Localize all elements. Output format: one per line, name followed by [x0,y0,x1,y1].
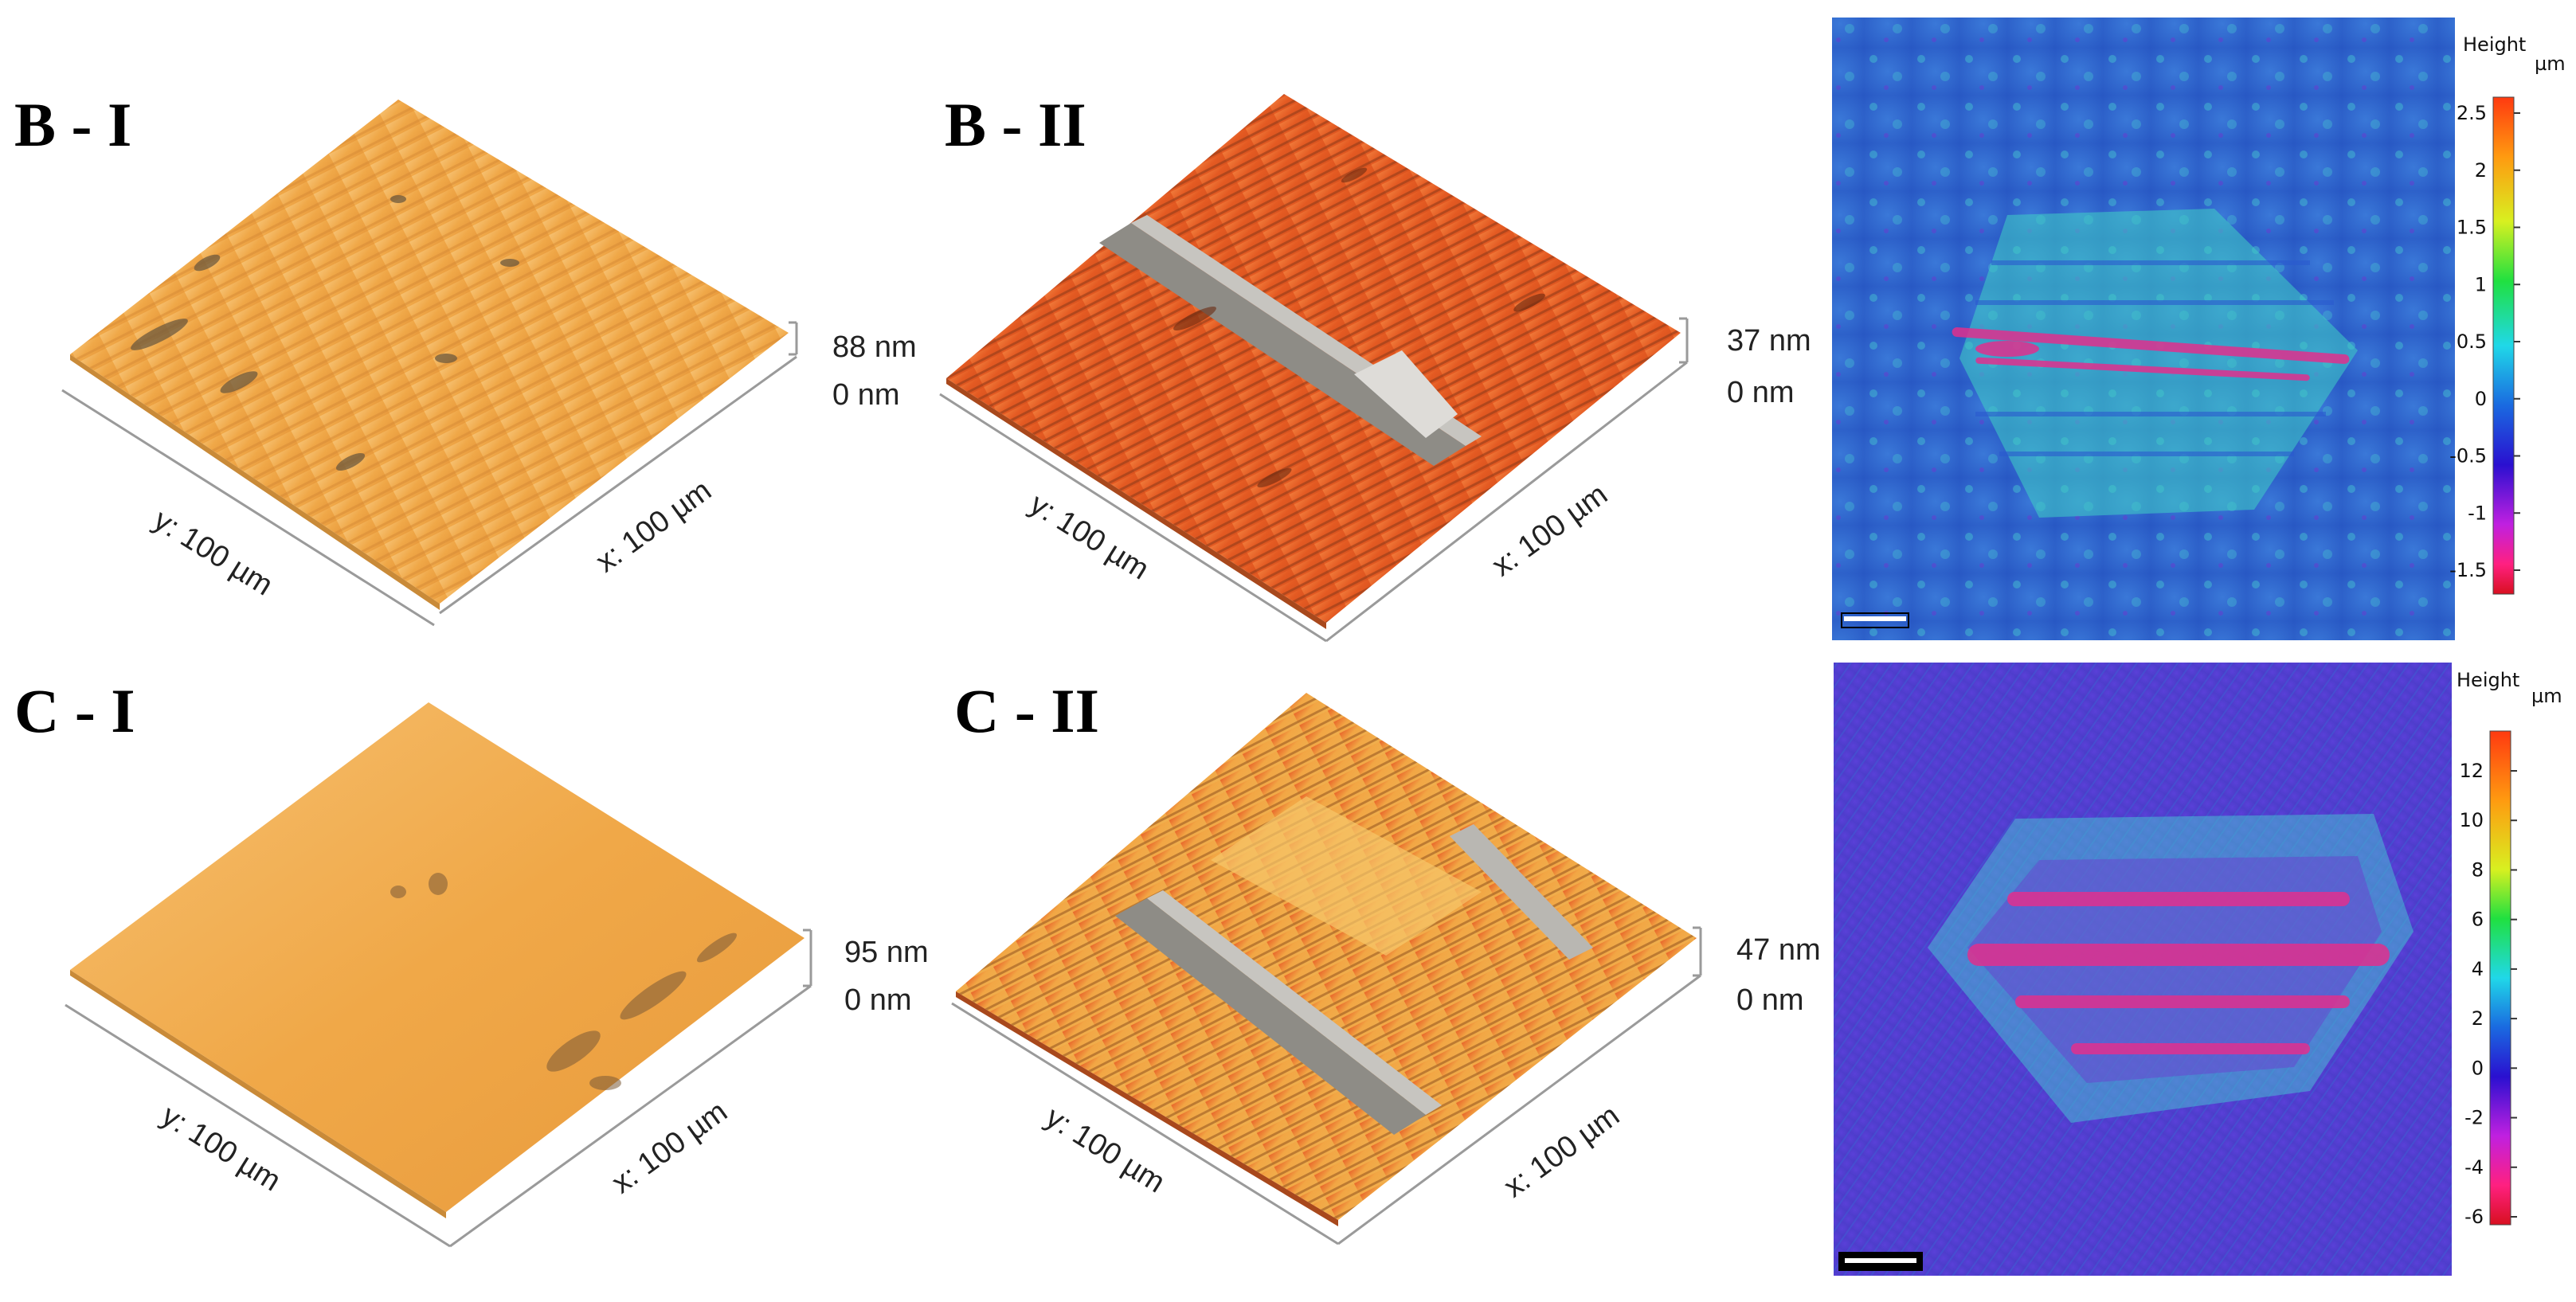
colorbar-tick-label: -4 [2464,1156,2484,1179]
panel-title-b1: B - I [14,90,132,159]
colorbar-bottom-title: Height [2457,669,2519,691]
colorbar-tick-label: 1.5 [2457,217,2487,239]
colorbar-tick-label: 1 [2475,273,2487,295]
colorbar-bottom-ticks: 12 10 8 6 4 2 0 -2 -4 -6 [2459,760,2517,1228]
axis-label-y-c1: y: 100 µm [155,1099,286,1198]
axis-label-x-b1: x: 100 µm [590,474,718,580]
surface-b1 [61,100,798,627]
colorbar-tick-label: -6 [2464,1206,2484,1228]
colorbar-tick-label: -0.5 [2449,445,2487,467]
colorbar-tick-label: -1.5 [2449,559,2487,581]
surface-b2 [939,94,1689,643]
axis-label-x-c1: x: 100 µm [606,1095,734,1201]
colorbar-top-ticks: 2.5 2 1.5 1 0.5 0 -0.5 -1 -1.5 [2449,102,2520,581]
colorbar-tick-label: -2 [2464,1107,2484,1129]
colorbar-tick-label: 0 [2472,1057,2484,1079]
height-map-bottom [1834,663,2452,1276]
scale-top-c2: 47 nm [1736,933,1821,967]
panel-title-c1: C - I [14,676,135,745]
scale-top-c1: 95 nm [844,936,929,969]
colorbar-top-title: Height [2463,33,2526,56]
axis-label-x-b2: x: 100 µm [1486,478,1614,584]
colorbar-tick-label: 2 [2475,159,2487,182]
panel-title-b2: B - II [945,90,1086,159]
scale-bottom-c2: 0 nm [1736,983,1803,1017]
surface-c1 [65,702,812,1248]
axis-label-y-c2: y: 100 µm [1039,1101,1170,1199]
wear-groove-c2 [1115,796,1593,1135]
height-map-top [1832,18,2455,640]
panel-title-c2: C - II [954,676,1100,745]
colorbar-tick-label: 10 [2459,809,2484,831]
surface-c2 [951,693,1702,1245]
axis-label-y-b1: y: 100 µm [147,503,278,602]
scale-top-b1: 88 nm [832,330,917,364]
colorbar-tick-label: 12 [2459,760,2484,782]
colorbar-bottom: 12 10 8 6 4 2 0 -2 -4 -6 [2459,730,2517,1228]
colorbar-tick-label: -1 [2468,502,2487,524]
colorbar-tick-label: 0.5 [2457,330,2487,353]
colorbar-tick-label: 0 [2475,388,2487,410]
colorbar-tick-label: 6 [2472,909,2484,931]
scale-bottom-b1: 0 nm [832,378,899,412]
scale-bottom-b2: 0 nm [1727,376,1794,409]
colorbar-tick-label: 4 [2472,958,2484,980]
colorbar-top-unit: µm [2535,53,2566,75]
colorbar-bottom-unit: µm [2531,685,2562,707]
colorbar-tick-label: 2 [2472,1007,2484,1030]
colorbar-tick-label: 2.5 [2457,102,2487,124]
wear-groove-b2 [1099,215,1482,466]
colorbar-top: 2.5 2 1.5 1 0.5 0 -0.5 -1 -1.5 [2449,96,2520,595]
colorbar-tick-label: 8 [2472,858,2484,881]
axis-label-x-c2: x: 100 µm [1498,1099,1626,1205]
scale-top-b2: 37 nm [1727,324,1811,358]
scale-bottom-c1: 0 nm [844,983,911,1017]
